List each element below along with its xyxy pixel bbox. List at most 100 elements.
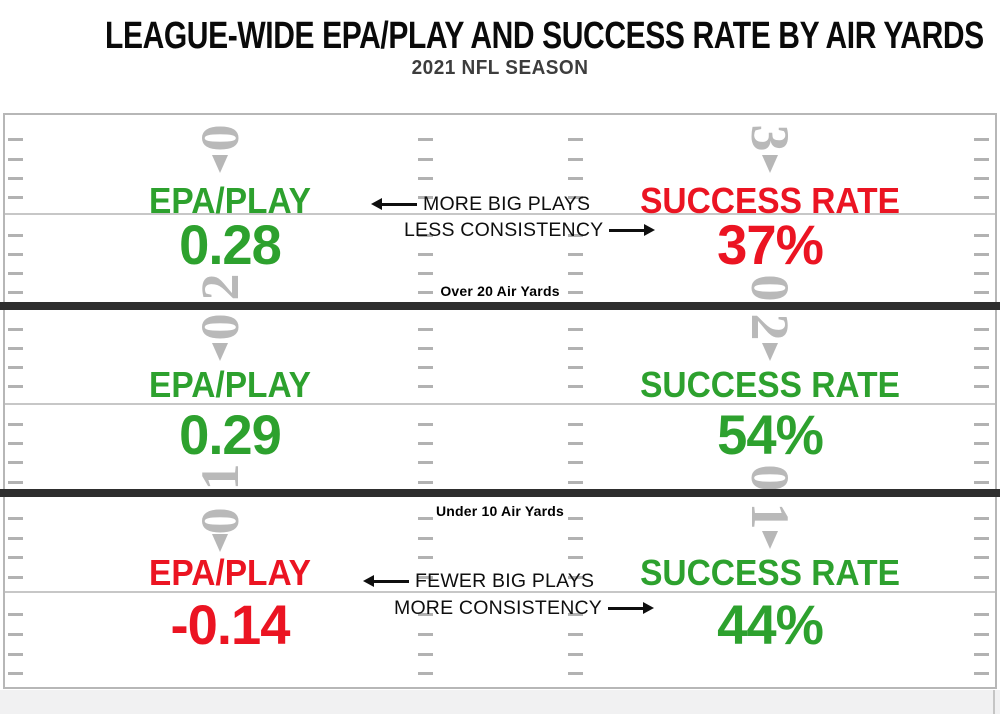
annotation-more-big-plays: MORE BIG PLAYS <box>371 193 591 215</box>
annotation-more-consistency: MORE CONSISTENCY <box>394 597 654 619</box>
yard-number: 3 <box>740 124 800 152</box>
hash-mark <box>974 481 989 484</box>
hash-mark <box>8 291 23 294</box>
football-field-background <box>3 113 997 689</box>
hash-mark <box>568 672 583 675</box>
hash-mark <box>568 366 583 369</box>
annotation-less-consistency: LESS CONSISTENCY <box>404 219 656 241</box>
hash-mark <box>974 537 989 540</box>
divider-label-over-20: Over 20 Air Yards <box>440 283 560 299</box>
right-arrow-icon <box>609 224 656 237</box>
yard-number: 0 <box>190 313 250 341</box>
hash-mark <box>974 653 989 656</box>
success-rate-value: 37% <box>717 213 824 276</box>
hash-mark <box>568 234 583 237</box>
hash-mark <box>418 613 433 616</box>
hash-mark <box>418 537 433 540</box>
hash-mark <box>974 196 989 199</box>
hash-mark <box>568 138 583 141</box>
annotation-text: MORE BIG PLAYS <box>423 193 591 215</box>
hash-mark <box>8 138 23 141</box>
epa-label: EPA/PLAY <box>149 180 311 221</box>
hash-mark <box>8 442 23 445</box>
hash-mark <box>8 576 23 579</box>
hash-mark <box>418 328 433 331</box>
hash-mark <box>974 442 989 445</box>
hash-mark <box>8 196 23 199</box>
hash-mark <box>568 347 583 350</box>
success-rate-value: 44% <box>717 593 824 656</box>
yard-direction-arrow-icon <box>762 531 778 549</box>
hash-mark <box>418 672 433 675</box>
hash-mark <box>974 576 989 579</box>
hash-mark <box>568 517 583 520</box>
hash-mark <box>568 253 583 256</box>
hash-mark <box>974 517 989 520</box>
yard-number: 0 <box>740 464 800 492</box>
hash-mark <box>974 253 989 256</box>
hash-mark <box>568 272 583 275</box>
hash-mark <box>974 366 989 369</box>
hash-mark <box>8 613 23 616</box>
hash-mark <box>974 633 989 636</box>
hash-mark <box>568 556 583 559</box>
annotation-text: LESS CONSISTENCY <box>404 219 604 241</box>
hash-mark <box>568 613 583 616</box>
hash-mark <box>974 158 989 161</box>
hash-mark <box>974 423 989 426</box>
epa-label: EPA/PLAY <box>149 364 311 405</box>
hash-mark <box>974 234 989 237</box>
hash-mark <box>418 196 433 199</box>
annotation-text: MORE CONSISTENCY <box>394 597 602 619</box>
hash-mark <box>418 177 433 180</box>
hash-mark <box>974 556 989 559</box>
success-rate-label: SUCCESS RATE <box>640 180 900 221</box>
annotation-text: FEWER BIG PLAYS <box>415 570 595 592</box>
hash-mark <box>568 196 583 199</box>
success-rate-value: 54% <box>717 403 824 466</box>
success-rate-label: SUCCESS RATE <box>640 364 900 405</box>
yard-number: 1 <box>190 463 250 491</box>
hash-mark <box>418 556 433 559</box>
hash-mark <box>568 442 583 445</box>
hash-mark <box>568 385 583 388</box>
hash-mark <box>568 177 583 180</box>
field-bottom-strip <box>0 690 1000 714</box>
hash-mark <box>8 347 23 350</box>
yard-direction-arrow-icon <box>212 343 228 361</box>
hash-mark <box>8 328 23 331</box>
hash-mark <box>8 633 23 636</box>
hash-mark <box>418 234 433 237</box>
annotation-fewer-big-plays: FEWER BIG PLAYS <box>363 570 595 592</box>
hash-mark <box>418 576 433 579</box>
hash-mark <box>8 366 23 369</box>
hash-mark <box>8 537 23 540</box>
hash-mark <box>418 272 433 275</box>
hash-mark <box>568 576 583 579</box>
hash-mark <box>974 291 989 294</box>
hash-mark <box>974 138 989 141</box>
hash-mark <box>418 385 433 388</box>
yard-direction-arrow-icon <box>212 155 228 173</box>
left-arrow-icon <box>371 198 417 211</box>
hash-mark <box>418 423 433 426</box>
yard-direction-arrow-icon <box>762 155 778 173</box>
yard-direction-arrow-icon <box>762 343 778 361</box>
hash-mark <box>8 158 23 161</box>
hash-mark <box>418 158 433 161</box>
epa-value: 0.28 <box>179 213 282 276</box>
yard-direction-arrow-icon <box>212 534 228 552</box>
yard-line <box>5 213 995 215</box>
hash-mark <box>568 291 583 294</box>
yard-number: 0 <box>190 124 250 152</box>
hash-mark <box>418 461 433 464</box>
hash-mark <box>568 633 583 636</box>
hash-mark <box>418 138 433 141</box>
hash-mark <box>568 423 583 426</box>
page-title: LEAGUE-WIDE EPA/PLAY AND SUCCESS RATE BY… <box>105 15 984 57</box>
hash-mark <box>418 653 433 656</box>
field-right-border-extension <box>993 690 995 714</box>
hash-mark <box>418 442 433 445</box>
epa-value: -0.14 <box>170 593 291 656</box>
